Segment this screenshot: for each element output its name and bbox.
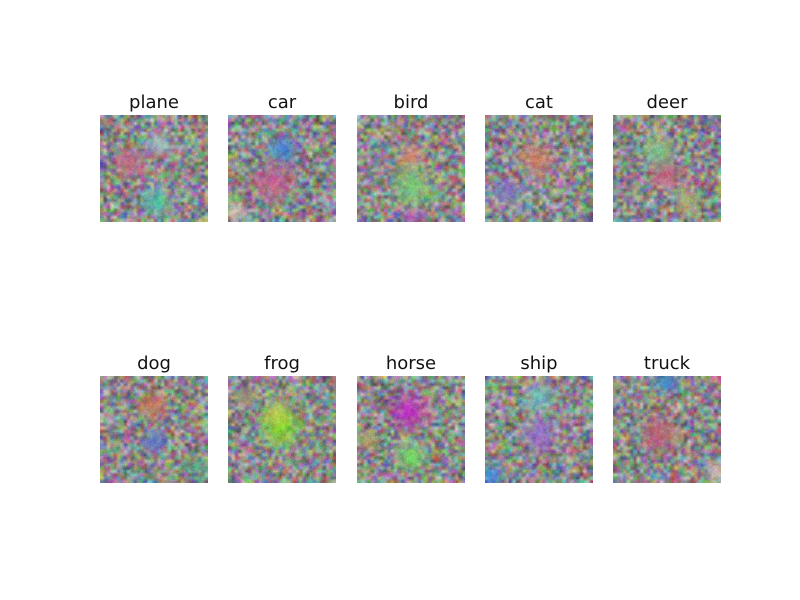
- panel-title: truck: [643, 353, 691, 374]
- weight-image: [485, 115, 593, 222]
- weight-image: [485, 376, 593, 483]
- panel-title: car: [267, 92, 297, 113]
- panel-title: cat: [525, 92, 553, 113]
- panel-title: bird: [393, 92, 429, 113]
- weight-image: [613, 376, 721, 483]
- panel-title: horse: [385, 353, 437, 374]
- weight-image: [613, 115, 721, 222]
- panel-title: ship: [520, 353, 558, 374]
- weight-image: [357, 376, 465, 483]
- panel-title: frog: [264, 353, 300, 374]
- weight-image: [357, 115, 465, 222]
- panel-title: dog: [137, 353, 171, 374]
- weight-image: [100, 115, 208, 222]
- weight-image: [228, 115, 336, 222]
- panel-title: plane: [129, 92, 179, 113]
- weight-image: [228, 376, 336, 483]
- weight-image: [100, 376, 208, 483]
- panel-title: deer: [646, 92, 688, 113]
